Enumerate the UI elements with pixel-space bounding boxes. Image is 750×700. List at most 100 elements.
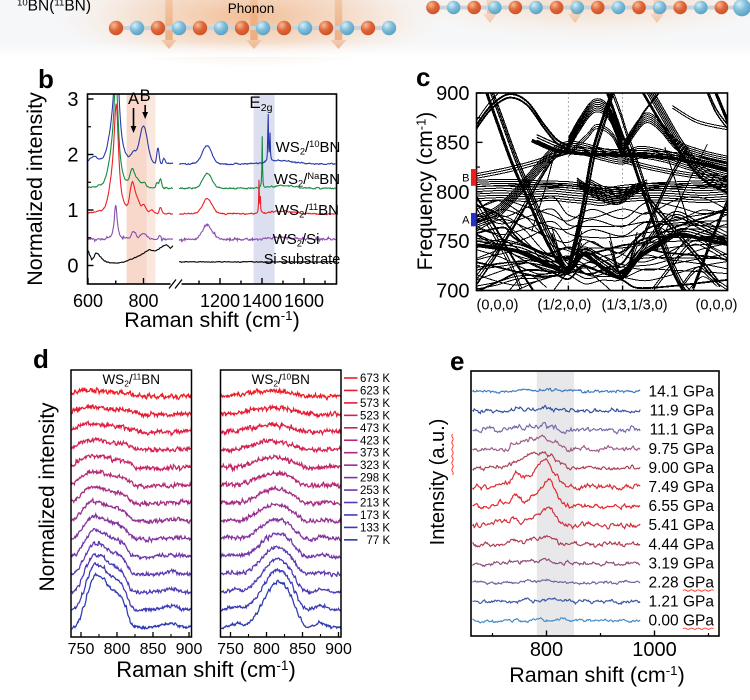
pressure-spectrum-9.00GPa — [472, 450, 641, 472]
annotation-B: B — [140, 87, 151, 105]
nitrogen-atom — [570, 0, 584, 15]
y-tick-label: 800 — [436, 182, 469, 204]
pressure-label: 2.28 GPa — [649, 575, 715, 592]
panel-c-ylabel: Frequency (cm-1​) — [413, 112, 437, 271]
nitrogen-atom — [213, 20, 229, 36]
temp-spectrum-298K — [220, 516, 341, 543]
temp-spectrum-323K — [220, 502, 341, 525]
pressure-spectrum-5.41GPa — [472, 506, 641, 530]
pressure-label: 9.75 GPa — [649, 441, 715, 458]
panel-e-xlabel: Raman shift (cm-1​) — [509, 663, 685, 687]
boron-atom — [234, 20, 250, 36]
pressure-spectrum-4.44GPa — [472, 534, 641, 548]
pressure-label: 6.55 GPa — [649, 498, 715, 515]
mode-marker-A — [471, 212, 477, 227]
kpoint-label: (1/3,1/3,0) — [602, 298, 668, 314]
boron-atom — [714, 0, 729, 15]
pressure-spectrum-7.49GPa — [472, 457, 641, 492]
x-tick-label: 1000 — [632, 639, 677, 661]
temp-spectrum-623K — [220, 403, 341, 420]
x-tick-label: 900 — [176, 641, 203, 658]
panel-b-ylabel: Normalized intensity — [23, 92, 47, 286]
x-tick-label: 800 — [530, 639, 563, 661]
x-tick-label: 1200 — [200, 291, 240, 311]
panel-d-temperature-chart: 750 800 850 900 WS2​/11​BN 750 800 850 900 WS2​/1… — [36, 369, 390, 682]
temp-spectrum-473K — [220, 453, 341, 473]
y-tick-label: 750 — [436, 231, 469, 253]
boron-atom — [467, 0, 482, 15]
kpoint-label: (0,0,0) — [477, 298, 519, 314]
pressure-label: 7.49 GPa — [649, 479, 715, 496]
legend-label: 133 K — [360, 522, 390, 534]
legend-label: 523 K — [360, 410, 390, 422]
highlight-band — [126, 94, 147, 284]
legend-label: 673 K — [360, 373, 390, 385]
boron-atom — [150, 20, 166, 36]
legend-label: 623 K — [360, 385, 390, 397]
y-tick-label: 900 — [436, 83, 469, 105]
phonon-arrow — [330, 0, 347, 49]
temp-spectrum-133K — [220, 567, 341, 613]
x-tick-label: 750 — [68, 641, 95, 658]
spectrum-ws211bn — [87, 103, 336, 216]
nitrogen-atom — [529, 0, 543, 15]
panel-a-chain-0 — [108, 0, 397, 49]
x-tick-label: 1400 — [242, 291, 282, 311]
boron-atom — [426, 0, 440, 15]
boron-atom — [360, 20, 376, 36]
legend-label: 213 K — [360, 498, 390, 510]
spectrum-ws2si — [87, 204, 336, 243]
panel-c-label: c — [416, 62, 430, 92]
temp-spectrum-423K — [71, 468, 192, 491]
series-label: WS2​/Na​BN — [274, 171, 340, 189]
boron-atom — [108, 20, 124, 36]
legend-label: 573 K — [360, 398, 390, 410]
y-tick-label: 700 — [436, 281, 469, 303]
panel-c-dispersion-chart: 700 750 800 850 900 (0,0,0) (1/2,0,0) (1/3,1/3,… — [413, 83, 737, 314]
highlight-band — [536, 371, 575, 636]
x-tick-label: 800 — [128, 291, 158, 311]
spectrum-ws2nabn — [87, 94, 336, 190]
temp-spectrum-298K — [71, 511, 192, 544]
temp-spectrum-213K — [220, 545, 341, 578]
mode-marker-label: B — [462, 172, 469, 184]
x-tick-label: 600 — [73, 291, 103, 311]
panel-b-xlabel: Raman shift (cm-1​) — [124, 308, 300, 332]
temp-spectrum-173K — [220, 557, 341, 596]
x-tick-label: 900 — [325, 641, 352, 658]
panel-b-label: b — [38, 64, 54, 94]
temp-spectrum-77K — [220, 579, 341, 630]
kpoint-label: (1/2,0,0) — [537, 298, 591, 314]
boron-atom — [318, 20, 334, 36]
temp-spectrum-523K — [220, 438, 341, 455]
nitrogen-atom — [339, 20, 355, 36]
pressure-spectrum-2.28GPa — [472, 578, 641, 586]
legend-label: 423 K — [360, 435, 390, 447]
pressure-label: 0.00 GPa — [649, 613, 715, 630]
boron-atom — [549, 0, 564, 15]
boron-atom — [192, 20, 208, 36]
annotation-E2g: E2g​ — [249, 93, 272, 114]
x-tick-label: 850 — [289, 641, 316, 658]
spellcheck-squiggle — [682, 589, 714, 592]
temp-spectrum-473K — [71, 453, 192, 473]
annotation-A: A — [128, 90, 139, 108]
temp-spectrum-323K — [71, 497, 192, 525]
spellcheck-squiggle — [451, 433, 454, 476]
pressure-label: 1.21 GPa — [649, 594, 715, 611]
nitrogen-atom — [733, 0, 750, 17]
series-label: WS2​/Si — [273, 231, 320, 249]
legend-label: 323 K — [360, 460, 390, 472]
panel-e-label: e — [450, 346, 464, 376]
temp-spectrum-523K — [71, 436, 192, 454]
temp-spectrum-253K — [71, 527, 192, 561]
phonon-arrow — [246, 0, 262, 49]
panel-d-xlabel: Raman shift (cm-1​) — [116, 657, 296, 682]
pressure-label: 4.44 GPa — [649, 536, 715, 553]
temp-spectrum-673K — [220, 386, 341, 401]
pressure-spectrum-6.55GPa — [472, 477, 641, 511]
mode-marker-label: A — [462, 215, 470, 227]
x-tick-label: 800 — [104, 641, 131, 658]
pressure-spectrum-3.19GPa — [472, 557, 641, 568]
